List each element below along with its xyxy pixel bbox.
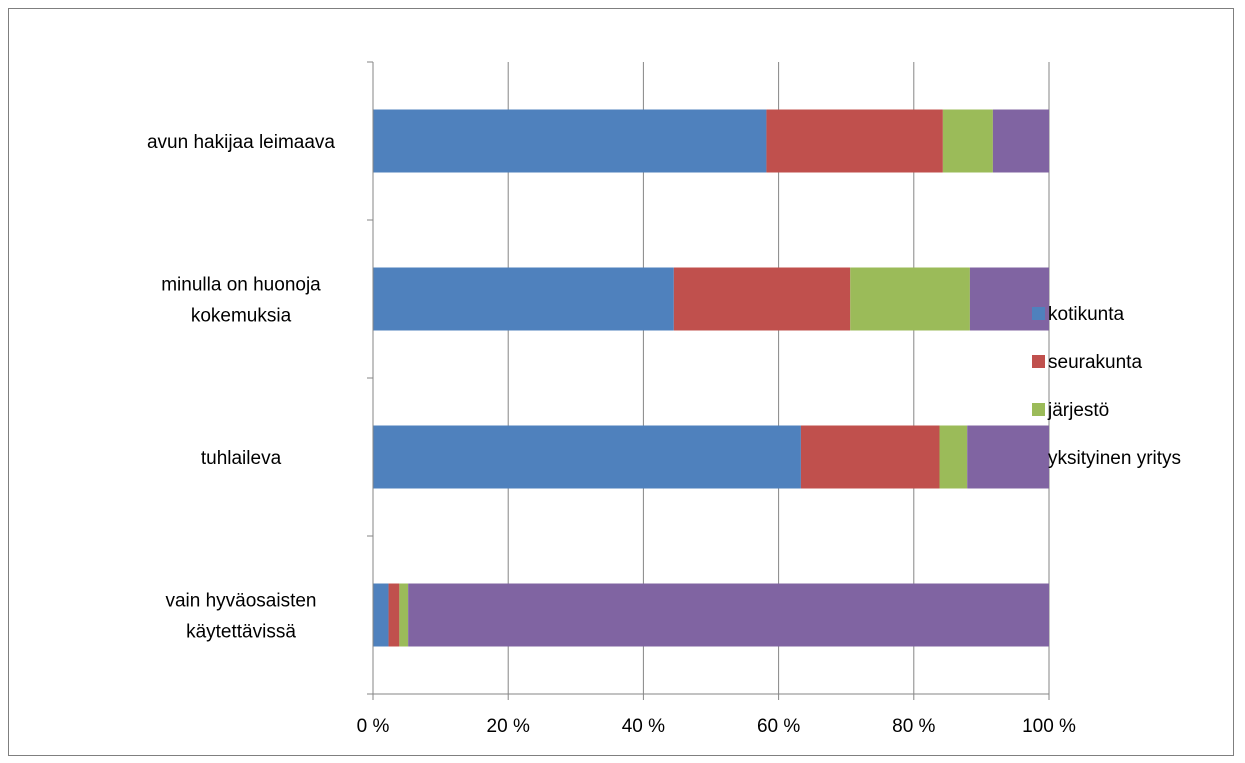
bar-segment-seurakunta	[388, 583, 400, 647]
chart-frame: avun hakijaa leimaava minulla on huonoja k…	[8, 8, 1234, 756]
legend-label: seurakunta	[1048, 352, 1142, 373]
x-tick-label: 20 %	[487, 716, 530, 737]
bar-segment-kotikunta	[373, 583, 389, 647]
bar-segment-järjestö	[939, 425, 968, 489]
bar-segment-kotikunta	[373, 109, 767, 173]
category-label: käytettävissä	[186, 622, 296, 643]
category-labels: avun hakijaa leimaava minulla on huonoja k…	[147, 132, 335, 643]
bar-segment-yksityinen-yritys	[969, 267, 1049, 331]
x-tick-label: 0 %	[357, 716, 390, 737]
bar-segment-järjestö	[850, 267, 970, 331]
legend-label: kotikunta	[1048, 304, 1124, 325]
category-label: vain hyväosaisten	[165, 591, 316, 612]
legend-swatch	[1032, 451, 1045, 464]
bar-segment-järjestö	[399, 583, 409, 647]
bar-segment-kotikunta	[373, 267, 674, 331]
category-label: tuhlaileva	[201, 448, 282, 469]
x-tick-labels: 0 % 20 % 40 % 60 % 80 % 100 %	[357, 716, 1076, 737]
stacked-bar-chart: avun hakijaa leimaava minulla on huonoja k…	[147, 61, 1181, 737]
bar-segment-seurakunta	[766, 109, 943, 173]
x-tick-label: 60 %	[757, 716, 800, 737]
bar-segment-järjestö	[942, 109, 993, 173]
bar-segment-kotikunta	[373, 425, 801, 489]
x-tick-label: 100 %	[1022, 716, 1076, 737]
x-tick-label: 40 %	[622, 716, 665, 737]
x-tick-label: 80 %	[892, 716, 935, 737]
legend-label: yksityinen yritys	[1048, 448, 1181, 469]
category-label: avun hakijaa leimaava	[147, 132, 335, 153]
axes	[367, 61, 1050, 700]
legend-swatch	[1032, 355, 1045, 368]
legend-swatch	[1032, 307, 1045, 320]
bar-segment-seurakunta	[800, 425, 940, 489]
bar-segment-yksityinen-yritys	[408, 583, 1050, 647]
legend: kotikunta seurakunta järjestö yksityinen yr…	[1032, 304, 1181, 469]
bar-segment-seurakunta	[673, 267, 851, 331]
bars	[373, 109, 1050, 647]
legend-label: järjestö	[1047, 400, 1109, 421]
bar-segment-yksityinen-yritys	[992, 109, 1049, 173]
category-label: kokemuksia	[191, 306, 292, 327]
category-label: minulla on huonoja	[161, 275, 321, 296]
legend-swatch	[1032, 403, 1045, 416]
